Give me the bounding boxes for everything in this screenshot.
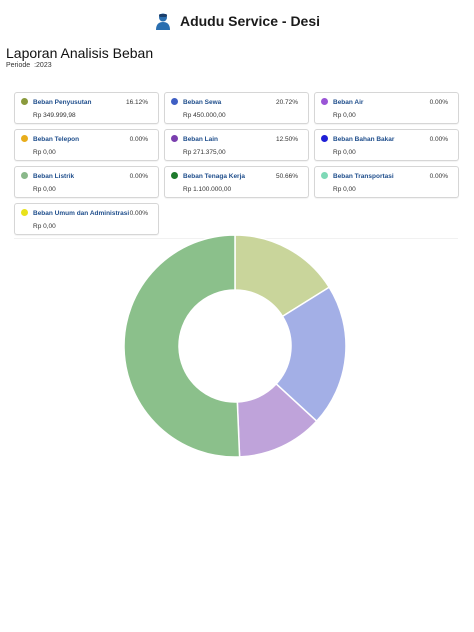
period-value: :2023 xyxy=(34,62,52,69)
legend-card[interactable]: Beban Penyusutan 16.12% Rp 349.999,98 xyxy=(14,92,159,124)
legend-amount: Rp 1.100.000,00 xyxy=(183,186,232,193)
legend-percent: 20.72% xyxy=(275,99,298,106)
legend-card[interactable]: Beban Bahan Bakar 0.00% Rp 0,00 xyxy=(314,129,459,161)
legend-amount: Rp 0,00 xyxy=(33,223,56,230)
legend-card[interactable]: Beban Sewa 20.72% Rp 450.000,00 xyxy=(164,92,309,124)
legend-card[interactable]: Beban Telepon 0.00% Rp 0,00 xyxy=(14,129,159,161)
page-title: Laporan Analisis Beban xyxy=(6,45,154,61)
legend-amount: Rp 349.999,98 xyxy=(33,112,76,119)
legend-category-name: Beban Penyusutan xyxy=(33,99,92,106)
legend-cards: Beban Penyusutan 16.12% Rp 349.999,98 Beban… xyxy=(14,92,459,235)
legend-category-name: Beban Sewa xyxy=(183,99,222,106)
donut-slice[interactable] xyxy=(123,234,241,458)
legend-percent: 0.00% xyxy=(129,173,148,180)
legend-color-dot xyxy=(21,98,28,105)
legend-category-name: Beban Bahan Bakar xyxy=(333,136,395,143)
legend-amount: Rp 0,00 xyxy=(333,112,356,119)
legend-color-dot xyxy=(321,98,328,105)
legend-amount: Rp 450.000,00 xyxy=(183,112,226,119)
legend-amount: Rp 0,00 xyxy=(33,186,56,193)
legend-percent: 16.12% xyxy=(125,99,148,106)
legend-card[interactable]: Beban Air 0.00% Rp 0,00 xyxy=(314,92,459,124)
legend-category-name: Beban Tenaga Kerja xyxy=(183,173,246,180)
legend-card[interactable]: Beban Listrik 0.00% Rp 0,00 xyxy=(14,166,159,198)
legend-color-dot xyxy=(21,172,28,179)
legend-category-name: Beban Listrik xyxy=(33,173,75,180)
legend-amount: Rp 0,00 xyxy=(333,186,356,193)
legend-percent: 0.00% xyxy=(129,210,148,217)
app-title: Adudu Service - Desi xyxy=(179,13,321,29)
legend-color-dot xyxy=(171,98,178,105)
legend-color-dot xyxy=(21,135,28,142)
legend-card[interactable]: Beban Lain 12.50% Rp 271.375,00 xyxy=(164,129,309,161)
legend-category-name: Beban Transportasi xyxy=(333,173,394,180)
legend-percent: 12.50% xyxy=(275,136,298,143)
legend-percent: 0.00% xyxy=(129,136,148,143)
legend-percent: 50.66% xyxy=(275,173,298,180)
user-avatar-icon xyxy=(155,13,170,30)
legend-card[interactable]: Beban Umum dan Administrasi 0.00% Rp 0,00 xyxy=(14,203,159,235)
app-header: Adudu Service - Desi xyxy=(0,8,474,34)
legend-color-dot xyxy=(321,172,328,179)
legend-category-name: Beban Air xyxy=(333,99,364,106)
donut-slice[interactable] xyxy=(275,286,347,423)
period-label-text: Periode xyxy=(6,62,31,69)
legend-amount: Rp 0,00 xyxy=(33,149,56,156)
legend-percent: 0.00% xyxy=(429,99,448,106)
legend-percent: 0.00% xyxy=(429,173,448,180)
legend-card[interactable]: Beban Tenaga Kerja 50.66% Rp 1.100.000,00 xyxy=(164,166,309,198)
legend-color-dot xyxy=(171,172,178,179)
legend-amount: Rp 0,00 xyxy=(333,149,356,156)
period-label: Periode :2023 xyxy=(6,62,54,69)
legend-category-name: Beban Telepon xyxy=(33,136,80,143)
legend-color-dot xyxy=(171,135,178,142)
legend-color-dot xyxy=(21,209,28,216)
legend-category-name: Beban Umum dan Administrasi xyxy=(33,210,130,217)
legend-percent: 0.00% xyxy=(429,136,448,143)
legend-amount: Rp 271.375,00 xyxy=(183,149,226,156)
legend-color-dot xyxy=(321,135,328,142)
legend-card[interactable]: Beban Transportasi 0.00% Rp 0,00 xyxy=(314,166,459,198)
legend-category-name: Beban Lain xyxy=(183,136,219,143)
